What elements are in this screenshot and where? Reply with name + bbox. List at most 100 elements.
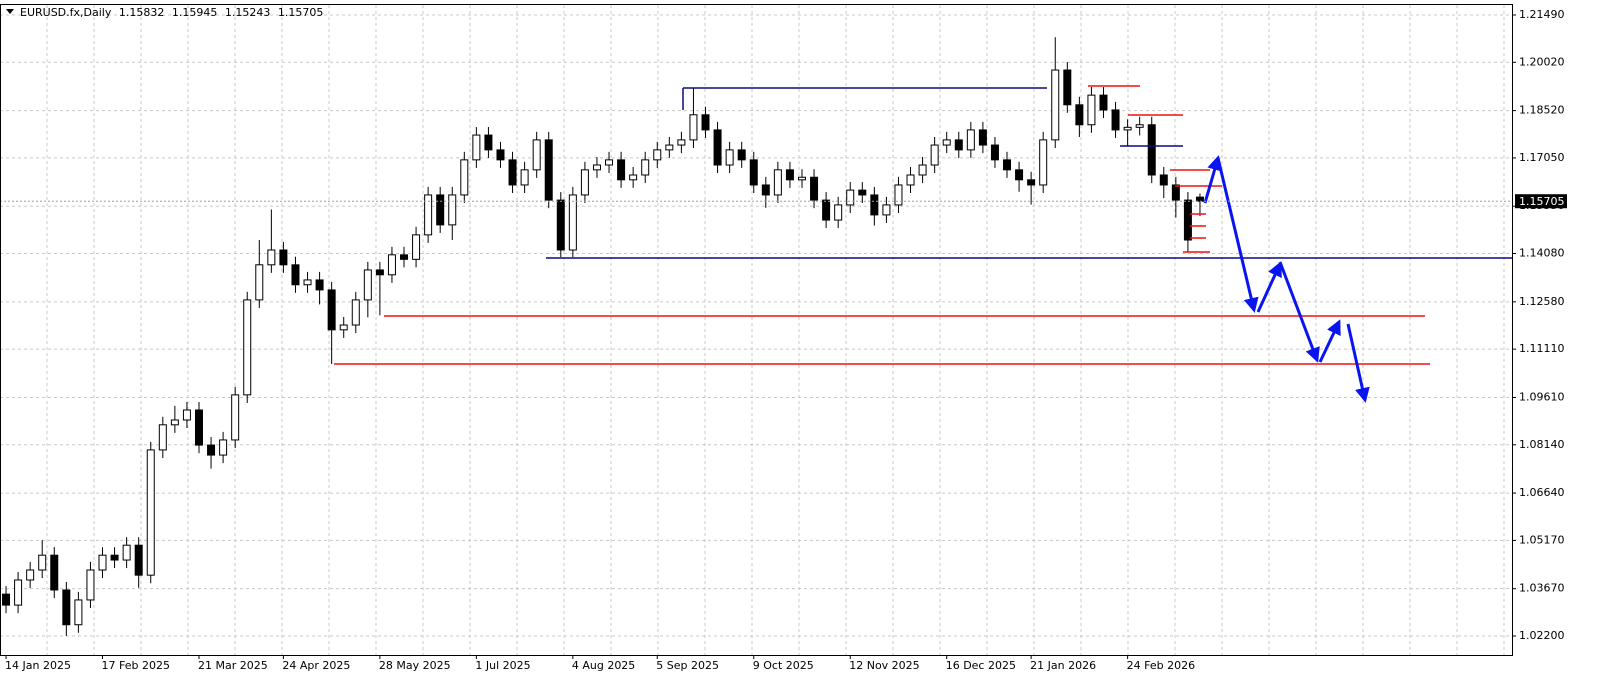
x-tick-label: 1 Jul 2025	[475, 659, 530, 672]
candle-body	[846, 189, 855, 206]
candle-body	[520, 169, 529, 186]
x-tick-label: 24 Apr 2025	[282, 659, 350, 672]
candle-body	[231, 394, 240, 441]
header-low: 1.15243	[225, 6, 271, 19]
candle-body	[1051, 69, 1060, 141]
candle-body	[592, 164, 601, 171]
candle-body	[617, 159, 626, 181]
candles	[2, 37, 1204, 637]
candle-body	[496, 149, 505, 161]
candle-body	[641, 159, 650, 176]
candle-body	[665, 144, 674, 151]
candle-body	[1159, 174, 1168, 186]
x-tick-label: 9 Oct 2025	[753, 659, 814, 672]
candle-body	[1111, 109, 1120, 131]
menu-triangle	[6, 9, 14, 14]
candle-body	[1087, 94, 1096, 126]
candle-body	[315, 279, 324, 291]
candle-body	[146, 449, 155, 576]
candle-body	[580, 169, 589, 196]
candle-body	[62, 589, 71, 626]
candle-body	[1123, 126, 1132, 131]
candle-body	[134, 544, 143, 576]
candle-body	[629, 174, 638, 181]
candle-body	[870, 194, 879, 216]
candle-body	[713, 129, 722, 166]
y-tick-label: 1.08140	[1519, 438, 1565, 451]
y-tick-label: 1.06640	[1519, 486, 1565, 499]
candle-body	[1015, 169, 1024, 181]
candle-body	[508, 159, 517, 186]
arrow	[1216, 157, 1259, 313]
chart-header: EURUSD.fx,Daily 1.15832 1.15945 1.15243 …	[20, 6, 323, 19]
candle-body	[424, 194, 433, 236]
y-tick-label: 1.03670	[1519, 582, 1565, 595]
candle-body	[291, 264, 300, 286]
x-tick-label: 5 Sep 2025	[656, 659, 719, 672]
candle-body	[810, 176, 819, 201]
candle-body	[605, 159, 614, 166]
candle-body	[74, 599, 83, 626]
x-tick-label: 24 Feb 2026	[1127, 659, 1195, 672]
candle-body	[1039, 139, 1048, 186]
candle-body	[1171, 184, 1180, 201]
candle-body	[219, 439, 228, 456]
candle-body	[785, 169, 794, 181]
candle-body	[990, 144, 999, 161]
candle-body	[556, 199, 565, 251]
candle-body	[1147, 124, 1156, 176]
symbol: EURUSD.fx,Daily	[20, 6, 112, 19]
candle-body	[50, 554, 59, 591]
arrow	[1256, 261, 1282, 313]
y-tick-label: 1.05170	[1519, 533, 1565, 546]
candle-body	[484, 134, 493, 151]
arrow	[1318, 319, 1341, 363]
x-tick-label: 21 Jan 2026	[1030, 659, 1096, 672]
candle-body	[303, 279, 312, 286]
candle-body	[122, 544, 131, 561]
y-tick-label: 1.11110	[1519, 342, 1565, 355]
y-tick-label: 1.14080	[1519, 247, 1565, 260]
candle-body	[677, 139, 686, 146]
candle-body	[532, 139, 541, 171]
x-tick-label: 21 Mar 2025	[198, 659, 268, 672]
candle-body	[387, 254, 396, 276]
candle-body	[701, 114, 710, 131]
candle-body	[375, 269, 384, 276]
candle-body	[906, 174, 915, 186]
candle-body	[412, 234, 421, 260]
candle-body	[472, 134, 481, 161]
candle-body	[737, 149, 746, 161]
candle-body	[243, 299, 252, 396]
candle-body	[773, 169, 782, 196]
candle-body	[725, 149, 734, 166]
candle-body	[14, 579, 23, 606]
x-tick-label: 4 Aug 2025	[572, 659, 635, 672]
x-tick-label: 28 May 2025	[379, 659, 451, 672]
candle-body	[689, 114, 698, 141]
y-tick-label: 1.17050	[1519, 151, 1565, 164]
candle-body	[460, 159, 469, 196]
candle-body	[894, 184, 903, 206]
plot-frame	[0, 4, 1513, 656]
y-tick-label: 1.20020	[1519, 55, 1565, 68]
current-price: 1.15705	[1519, 195, 1565, 208]
candle-body	[882, 204, 891, 216]
candle-body	[194, 409, 203, 446]
forecast-arrows	[1203, 155, 1370, 403]
candle-body	[436, 194, 445, 226]
candle-body	[918, 164, 927, 176]
candle-body	[26, 569, 35, 581]
candle-body	[1099, 94, 1108, 111]
candle-body	[400, 254, 409, 260]
current-price-box	[1515, 194, 1567, 209]
candle-body	[930, 144, 939, 166]
candle-body	[2, 593, 11, 606]
candle-body	[448, 194, 457, 226]
candle-body	[954, 139, 963, 151]
candle-body	[834, 204, 843, 221]
candle-body	[351, 299, 360, 326]
